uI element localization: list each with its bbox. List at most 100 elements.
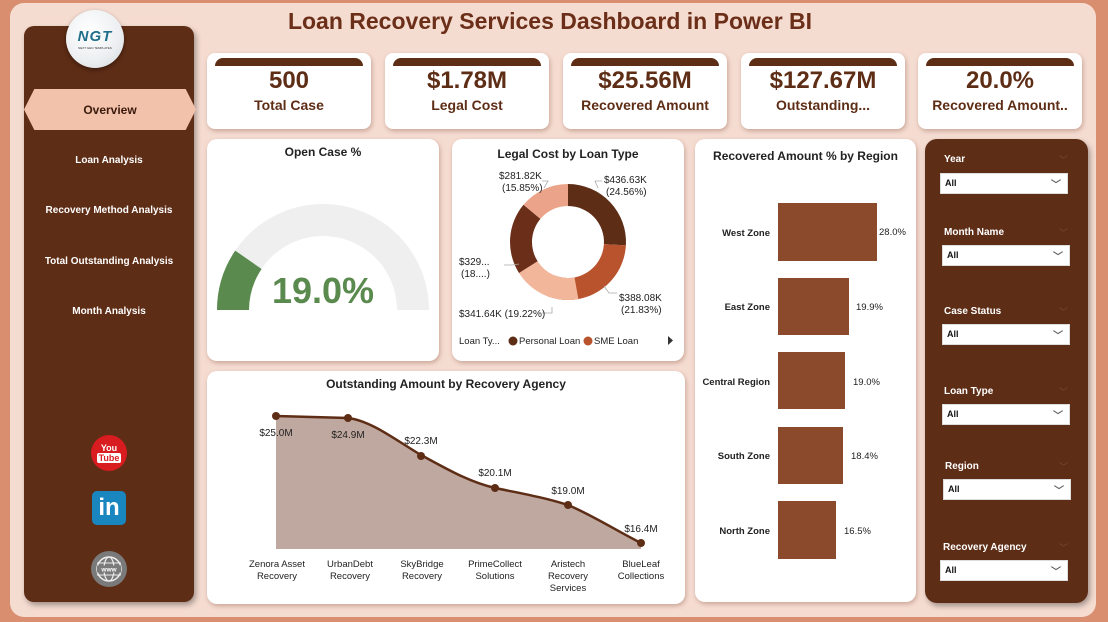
- bar[interactable]: [778, 501, 836, 559]
- youtube-icon[interactable]: You Tube: [91, 435, 127, 471]
- area-fill: [276, 416, 641, 549]
- sidebar-item-month-analysis[interactable]: Month Analysis: [72, 306, 146, 317]
- data-label: $19.0M: [551, 486, 584, 497]
- filter-label-case-status: Case Status: [944, 306, 1002, 317]
- card-title: Recovered Amount % by Region: [713, 149, 898, 163]
- data-point[interactable]: [272, 412, 280, 420]
- sidebar-item-loan-analysis[interactable]: Loan Analysis: [75, 155, 143, 166]
- bar[interactable]: [778, 278, 849, 335]
- kpi-legal-cost: $1.78M Legal Cost: [385, 53, 549, 129]
- case-status-dropdown[interactable]: All ﹀: [942, 324, 1070, 345]
- kpi-label: Outstanding...: [775, 97, 871, 113]
- x-axis-label: Solutions: [475, 571, 514, 582]
- bar-category-label: Central Region: [702, 377, 770, 388]
- gauge-fill: [217, 250, 262, 310]
- donut-segment[interactable]: [568, 184, 626, 246]
- kpi-outstanding: $127.67M Outstanding...: [741, 53, 905, 129]
- bar-value-label: 16.5%: [844, 526, 871, 537]
- sidebar-item-recovery-method-analysis[interactable]: Recovery Method Analysis: [45, 205, 173, 216]
- x-axis-label: Aristech: [551, 559, 585, 570]
- donut-label: (21.83%): [621, 305, 662, 316]
- legend-swatch: [508, 336, 518, 346]
- kpi-label: Total Case: [254, 97, 324, 113]
- x-axis-label: Collections: [618, 571, 665, 582]
- bar[interactable]: [778, 427, 843, 484]
- loan-type-dropdown[interactable]: All ﹀: [942, 404, 1070, 425]
- outstanding-by-agency-card: Outstanding Amount by Recovery Agency $2…: [207, 371, 685, 604]
- kpi-accent-bar: [571, 58, 719, 66]
- globe-icon[interactable]: www: [91, 551, 127, 587]
- data-point[interactable]: [564, 501, 572, 509]
- dropdown-value: All: [945, 565, 957, 575]
- x-axis-label: Services: [550, 583, 587, 594]
- data-label: $22.3M: [404, 436, 437, 447]
- chevron-down-icon: ﹀: [1053, 331, 1063, 342]
- data-point[interactable]: [344, 414, 352, 422]
- kpi-value: 500: [268, 67, 310, 94]
- chevron-down-icon[interactable]: ﹀: [1059, 462, 1069, 472]
- gauge-track: [217, 204, 429, 310]
- filter-panel: Year ﹀ All ﹀ Month Name ﹀ All ﹀ Case Statu…: [925, 139, 1088, 603]
- x-axis-label: Recovery: [402, 571, 442, 582]
- chevron-down-icon[interactable]: ﹀: [1059, 155, 1069, 165]
- bar-category-label: East Zone: [725, 302, 770, 313]
- data-point[interactable]: [637, 539, 645, 547]
- filter-label-loan-type: Loan Type: [944, 386, 994, 397]
- donut-label: $341.64K (19.22%): [459, 309, 545, 320]
- x-axis-label: UrbanDebt: [327, 559, 373, 570]
- kpi-recovered-amount: $25.56M Recovered Amount: [563, 53, 727, 129]
- globe-svg: www: [96, 556, 122, 582]
- dropdown-value: All: [947, 329, 959, 339]
- recovery-agency-dropdown[interactable]: All ﹀: [940, 560, 1068, 581]
- donut-chart: $436.63K (24.56%) $388.08K (21.83%) $341…: [459, 171, 673, 347]
- kpi-accent-bar: [749, 58, 897, 66]
- bar-category-label: West Zone: [722, 228, 770, 239]
- kpi-label: Recovered Amount: [581, 97, 709, 113]
- legend-title: Loan Ty...: [459, 336, 500, 347]
- donut-segment[interactable]: [519, 261, 579, 301]
- chevron-down-icon[interactable]: ﹀: [1059, 307, 1069, 317]
- bar[interactable]: [778, 203, 877, 261]
- sidebar-item-overview[interactable]: Overview: [24, 89, 196, 130]
- svg-text:www: www: [100, 567, 117, 574]
- chevron-down-icon: ﹀: [1053, 252, 1063, 263]
- donut-label: $388.08K: [619, 293, 662, 304]
- kpi-label: Recovered Amount..: [932, 97, 1068, 113]
- chevron-down-icon[interactable]: ﹀: [1059, 228, 1069, 238]
- legal-cost-donut-card: Legal Cost by Loan Type $436.63K (24.56%…: [452, 139, 684, 361]
- chevron-down-icon: ﹀: [1051, 180, 1061, 191]
- month-name-dropdown[interactable]: All ﹀: [942, 245, 1070, 266]
- dropdown-value: All: [947, 250, 959, 260]
- youtube-text-top: You: [100, 443, 118, 453]
- x-axis-label: Recovery: [330, 571, 370, 582]
- recovered-by-region-card: Recovered Amount % by Region West Zone E…: [695, 139, 916, 602]
- legend-next-arrow-icon[interactable]: [668, 336, 673, 345]
- data-point[interactable]: [417, 452, 425, 460]
- data-point[interactable]: [491, 484, 499, 492]
- data-label: $20.1M: [478, 468, 511, 479]
- x-axis-label: Zenora Asset: [249, 559, 305, 570]
- bar-value-label: 19.0%: [853, 377, 880, 388]
- donut-segment[interactable]: [510, 204, 541, 273]
- logo-subtitle: NEXT GEN TEMPLATES: [78, 46, 112, 50]
- bar[interactable]: [778, 352, 845, 409]
- chevron-down-icon[interactable]: ﹀: [1059, 387, 1069, 397]
- kpi-accent-bar: [393, 58, 541, 66]
- card-title: Open Case %: [284, 145, 362, 159]
- region-dropdown[interactable]: All ﹀: [943, 479, 1071, 500]
- kpi-value: 20.0%: [965, 67, 1035, 94]
- kpi-value: $1.78M: [426, 67, 508, 94]
- donut-segment[interactable]: [523, 184, 569, 219]
- legend-item[interactable]: Personal Loan: [519, 336, 580, 347]
- page-title: Loan Recovery Services Dashboard in Powe…: [287, 8, 813, 34]
- legend-item[interactable]: SME Loan: [594, 336, 638, 347]
- sidebar-item-total-outstanding-analysis[interactable]: Total Outstanding Analysis: [44, 256, 174, 267]
- card-title: Legal Cost by Loan Type: [497, 147, 639, 161]
- chevron-down-icon[interactable]: ﹀: [1059, 543, 1069, 553]
- year-dropdown[interactable]: All ﹀: [940, 173, 1068, 194]
- x-axis-label: Recovery: [257, 571, 297, 582]
- dropdown-value: All: [948, 484, 960, 494]
- linkedin-icon[interactable]: in: [92, 491, 126, 525]
- donut-label: (15.85%): [502, 183, 543, 194]
- x-axis-label: BlueLeaf: [622, 559, 660, 570]
